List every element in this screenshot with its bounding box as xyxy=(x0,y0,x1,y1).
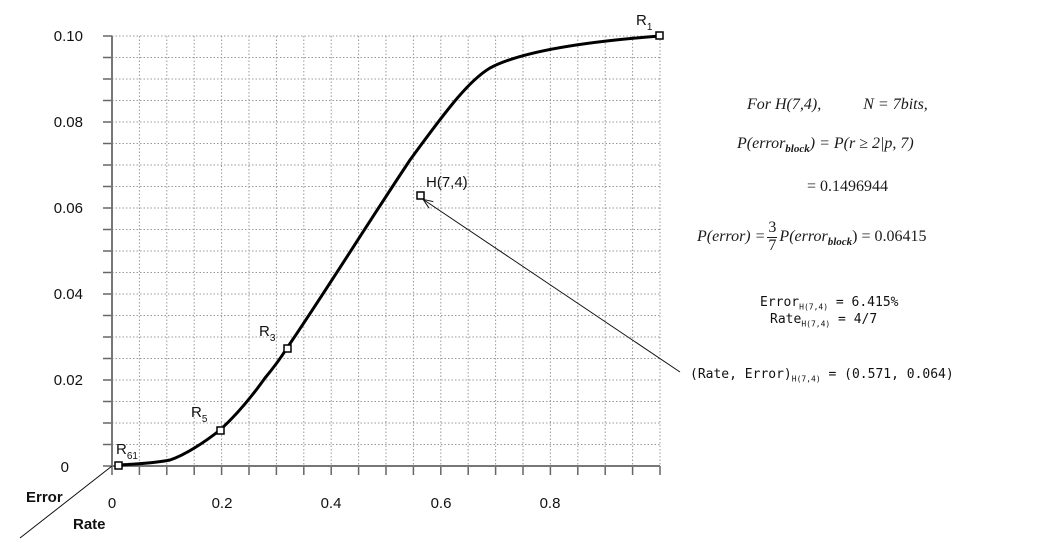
point-marker-h74 xyxy=(416,191,425,200)
point-marker-r61 xyxy=(114,461,123,470)
axis-ticks xyxy=(103,35,661,475)
rate-error-pair: (Rate, Error)H(7,4) = (0.571, 0.064) xyxy=(690,367,954,384)
y-tick-label: 0.02 xyxy=(54,372,83,389)
equation-line-4: P(error) = 3 7 P(errorblock) = 0.06415 xyxy=(697,219,927,254)
axis-title-divider xyxy=(19,465,113,539)
y-tick-label: 0.06 xyxy=(54,200,83,217)
point-marker-r1 xyxy=(655,31,664,40)
point-marker-r3 xyxy=(283,344,292,353)
y-tick-label: 0 xyxy=(61,459,69,476)
equation-line-3: = 0.1496944 xyxy=(807,178,889,195)
x-tick-label: 0.6 xyxy=(431,495,452,512)
equation-line-2: P(errorblock) = P(r ≥ 2|p, 7) xyxy=(737,135,914,156)
x-tick-label: 0.4 xyxy=(321,495,342,512)
equation-n-bits: N = 7bits, xyxy=(863,96,928,113)
error-h74-value: ErrorH(7,4) = 6.415% xyxy=(760,295,899,312)
x-tick-label: 0 xyxy=(108,495,116,512)
equation-line-1: For H(7,4), N = 7bits, xyxy=(747,96,928,114)
x-tick-label: 0.2 xyxy=(212,495,233,512)
y-tick-label: 0.10 xyxy=(54,28,83,45)
equation-for-h74: For H(7,4), xyxy=(747,96,822,113)
point-marker-r5 xyxy=(216,426,225,435)
h74-callout-arrow xyxy=(424,200,681,373)
rate-error-curve xyxy=(116,34,662,467)
point-label-r3: R3 xyxy=(259,323,276,344)
x-axis-title: Rate xyxy=(73,516,106,533)
grid-lines xyxy=(112,35,661,466)
point-label-r5: R5 xyxy=(191,404,208,425)
x-tick-label: 0.8 xyxy=(540,495,561,512)
y-tick-label: 0.08 xyxy=(54,114,83,131)
point-label-r1: R1 xyxy=(636,12,653,33)
y-axis-title: Error xyxy=(26,489,63,506)
y-tick-label: 0.04 xyxy=(54,286,83,303)
rate-h74-value: RateH(7,4) = 4/7 xyxy=(770,312,878,329)
point-label-r61: R61 xyxy=(116,441,138,462)
point-label-h74: H(7,4) xyxy=(426,174,468,191)
